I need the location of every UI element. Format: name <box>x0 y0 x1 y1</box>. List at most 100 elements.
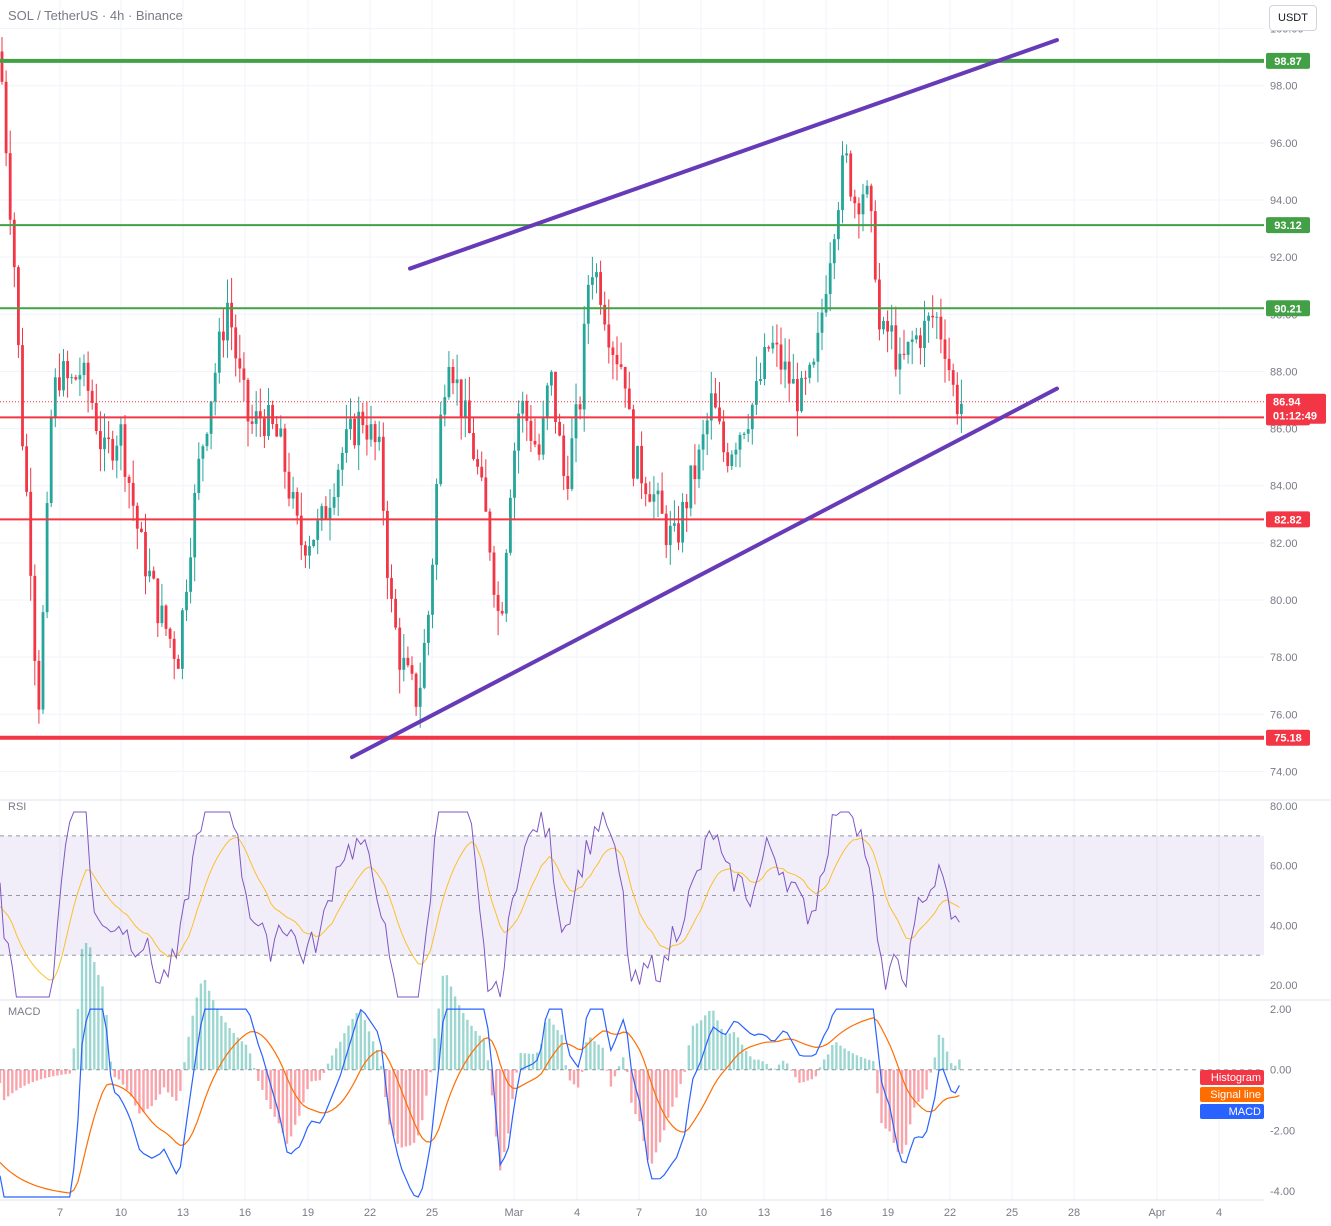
candle-body <box>316 520 320 540</box>
macd-hist-bar <box>745 1050 748 1070</box>
candle-body <box>29 491 33 576</box>
macd-hist-bar <box>654 1069 658 1153</box>
macd-hist-bar <box>458 1005 461 1070</box>
macd-pane: 2.00 0.00 -2.00 -4.00 Histogram Signal line MA… <box>0 942 1331 1198</box>
macd-hist-bar <box>548 1018 551 1070</box>
rsi-ma-line <box>0 836 960 981</box>
candle-body <box>652 494 656 502</box>
candle-body <box>550 371 553 386</box>
macd-hist-bar <box>859 1056 863 1070</box>
candle-body <box>66 361 69 379</box>
candle-body <box>238 358 242 369</box>
candle-body <box>857 203 861 215</box>
macd-hist-bar <box>142 1069 145 1112</box>
macd-hist-bar <box>605 1069 608 1071</box>
candle-body <box>697 449 701 480</box>
candle-body <box>17 267 20 346</box>
candle-body <box>123 424 127 477</box>
candle-body <box>455 379 459 384</box>
macd-hist-bar <box>572 1069 576 1085</box>
macd-legend-label: MACD <box>1229 1106 1261 1118</box>
rsi-line <box>0 811 960 998</box>
candle-body <box>205 433 209 447</box>
candle-body <box>152 570 156 579</box>
macd-hist-bar <box>367 1031 371 1070</box>
candle-body <box>242 368 246 380</box>
macd-hist-bar <box>523 1053 526 1070</box>
x-tick-label: 19 <box>882 1207 894 1219</box>
candle-body <box>685 502 689 509</box>
macd-hist-bar <box>421 1069 424 1121</box>
candle-body <box>873 211 877 280</box>
macd-title: MACD <box>8 1006 41 1018</box>
candle-body <box>168 628 172 639</box>
candle-body <box>804 377 807 379</box>
macd-hist-bar <box>843 1048 846 1070</box>
candle-body <box>230 302 233 328</box>
candle-body <box>935 316 939 318</box>
macd-hist-bar <box>802 1069 805 1083</box>
candle-body <box>816 332 820 362</box>
candle-body <box>386 510 389 578</box>
candle-body <box>451 366 455 384</box>
macd-hist-bar <box>318 1069 321 1081</box>
macd-hist-bar <box>121 1069 125 1085</box>
channel-lower <box>350 386 1059 760</box>
macd-hist-bar <box>896 1069 900 1153</box>
macd-legend-tag <box>1200 1070 1264 1085</box>
candle-body <box>320 506 324 521</box>
candle-body <box>422 642 426 688</box>
candle-body <box>878 279 881 330</box>
candle-body <box>554 371 557 422</box>
macd-hist-bar <box>740 1044 744 1070</box>
candle-body <box>332 497 336 508</box>
macd-hist-bar <box>810 1069 813 1080</box>
macd-hist-bar <box>35 1069 39 1081</box>
macd-hist-bar <box>64 1069 67 1075</box>
candle-body <box>681 502 684 543</box>
macd-hist-bar <box>429 1069 432 1073</box>
x-tick-label: 22 <box>364 1207 376 1219</box>
macd-hist-bar <box>220 1015 223 1070</box>
macd-hist-bar <box>261 1069 264 1090</box>
macd-hist-bar <box>650 1069 654 1164</box>
macd-hist-bar <box>183 1062 186 1070</box>
candle-body <box>882 321 885 330</box>
candle-body <box>504 552 508 614</box>
rsi-tick-label: 60.00 <box>1270 861 1298 873</box>
macd-hist-bar <box>581 1069 584 1072</box>
macd-hist-bar <box>191 1015 194 1070</box>
candle-body <box>246 379 250 422</box>
macd-hist-bar <box>835 1042 838 1070</box>
candle-body <box>746 429 750 434</box>
macd-hist-bar <box>851 1053 854 1070</box>
candle-body <box>111 439 115 461</box>
candle-body <box>135 505 139 529</box>
macd-hist-bar <box>527 1053 531 1070</box>
candle-body <box>74 377 78 380</box>
candle-body <box>755 381 758 405</box>
price-tick-label: 78.00 <box>1270 652 1298 664</box>
candle-body <box>312 539 315 547</box>
macd-hist-bar <box>929 1069 932 1073</box>
candle-body <box>349 418 352 430</box>
macd-hist-bar <box>48 1069 51 1078</box>
candle-body <box>472 433 475 460</box>
macd-hist-bar <box>80 949 84 1070</box>
candle-body <box>369 424 373 440</box>
macd-tick-label: -2.00 <box>1270 1125 1295 1137</box>
candle-body <box>279 428 283 437</box>
currency-button[interactable]: USDT <box>1269 5 1317 31</box>
candle-body <box>677 523 680 543</box>
macd-hist-bar <box>412 1069 416 1143</box>
candlestick-series <box>0 37 963 728</box>
macd-hist-bar <box>19 1069 22 1088</box>
candle-body <box>394 598 397 628</box>
candle-body <box>533 440 537 445</box>
price-tick-label: 80.00 <box>1270 595 1298 607</box>
candle-body <box>353 418 356 446</box>
candle-body <box>861 194 865 215</box>
macd-hist-bar <box>2 1069 6 1101</box>
candle-body <box>898 353 902 370</box>
